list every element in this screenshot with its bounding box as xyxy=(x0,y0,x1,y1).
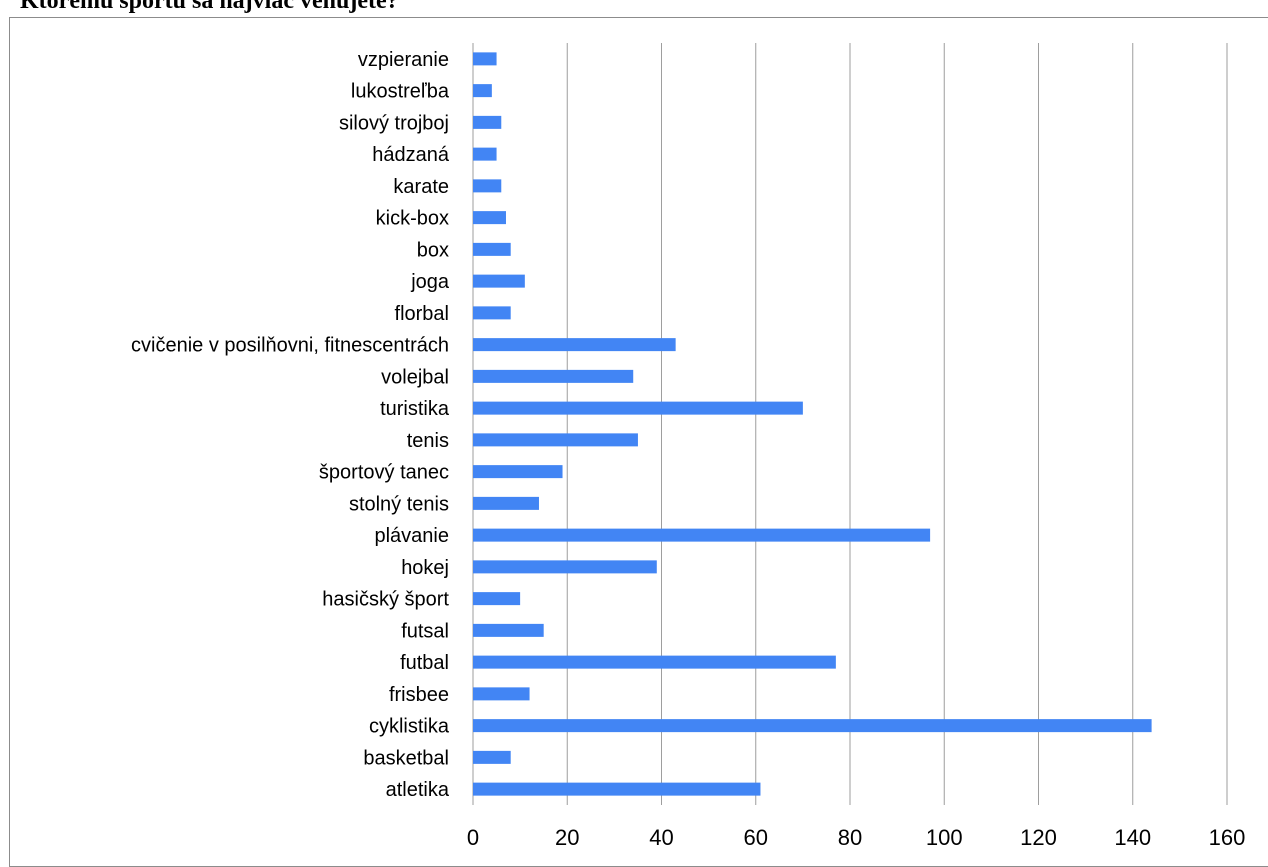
category-label: frisbee xyxy=(389,684,449,706)
category-label: kick-box xyxy=(376,208,449,230)
x-tick-label: 80 xyxy=(838,825,862,848)
x-tick-label: 20 xyxy=(555,825,579,848)
bar xyxy=(473,211,506,225)
bar xyxy=(473,655,836,669)
category-label: hádzaná xyxy=(372,144,450,166)
bar xyxy=(473,179,502,193)
bar xyxy=(473,115,502,129)
category-label: basketbal xyxy=(363,747,449,769)
category-label: športový tanec xyxy=(319,462,449,484)
category-label: turistika xyxy=(380,398,450,420)
bar xyxy=(473,465,563,479)
category-label: cyklistika xyxy=(369,716,450,738)
bar xyxy=(473,401,803,415)
x-tick-label: 60 xyxy=(744,825,768,848)
bar xyxy=(473,274,525,288)
category-label: cvičenie v posilňovni, fitnescentrách xyxy=(131,335,449,357)
category-label: silový trojboj xyxy=(339,112,449,134)
bar xyxy=(473,719,1152,733)
bar xyxy=(473,84,492,98)
x-tick-label: 0 xyxy=(467,825,479,848)
category-label: plávanie xyxy=(374,525,449,547)
bar xyxy=(473,306,511,320)
bar xyxy=(473,623,544,637)
category-label: volejbal xyxy=(381,366,449,388)
x-tick-label: 40 xyxy=(649,825,673,848)
bar xyxy=(473,687,530,701)
category-label: stolný tenis xyxy=(349,493,449,515)
category-label: atletika xyxy=(386,779,450,801)
bar xyxy=(473,528,931,542)
bar xyxy=(473,433,638,447)
bar xyxy=(473,750,511,764)
category-label: box xyxy=(417,239,449,261)
category-label: hokej xyxy=(401,557,449,579)
bar xyxy=(473,496,539,510)
bar xyxy=(473,369,634,383)
category-label: vzpieranie xyxy=(358,49,449,71)
category-label: karate xyxy=(393,176,449,198)
bar xyxy=(473,242,511,256)
category-label: joga xyxy=(410,271,450,293)
bar xyxy=(473,560,657,574)
category-label: futbal xyxy=(400,652,449,674)
x-tick-label: 120 xyxy=(1020,825,1057,848)
grid-lines xyxy=(472,43,1228,805)
bar xyxy=(473,782,761,796)
x-tick-label: 140 xyxy=(1114,825,1151,848)
category-label: florbal xyxy=(395,303,449,325)
bar xyxy=(473,338,676,352)
category-label: tenis xyxy=(407,430,449,452)
category-label: lukostreľba xyxy=(351,81,450,103)
category-label: futsal xyxy=(401,620,449,642)
horizontal-bar-chart: atletika basketbal cyklistika frisbee futbal… xyxy=(131,43,1245,848)
bars xyxy=(473,52,1152,796)
x-tick-label: 100 xyxy=(926,825,963,848)
bar xyxy=(473,52,497,66)
x-tick-labels: 0 20 40 60 80 100 120 140 160 xyxy=(467,825,1245,848)
category-labels: atletika basketbal cyklistika frisbee futbal… xyxy=(131,49,450,801)
x-tick-label: 160 xyxy=(1209,825,1246,848)
bar xyxy=(473,147,497,161)
bar xyxy=(473,592,521,606)
chart-title: Ktorému športu sa najviac venujete? xyxy=(20,0,399,14)
category-label: hasičský šport xyxy=(322,589,449,611)
